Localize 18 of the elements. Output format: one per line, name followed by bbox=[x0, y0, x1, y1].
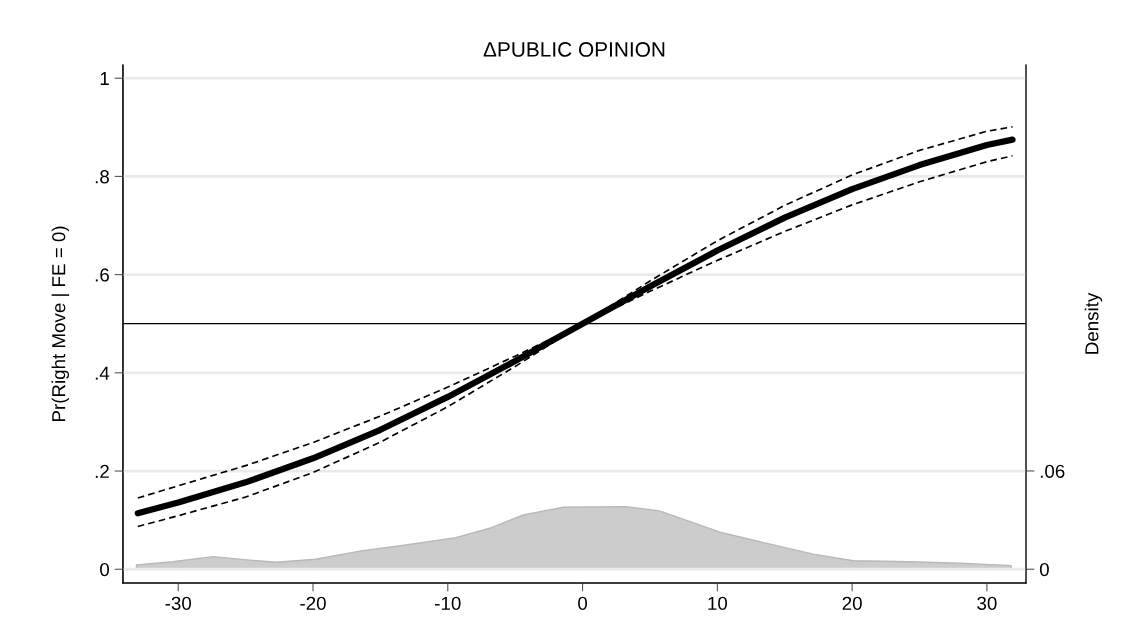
x-tick-label: 10 bbox=[708, 596, 728, 610]
y-tick-label: .2 bbox=[95, 464, 109, 478]
y-tick-label: .6 bbox=[95, 268, 109, 282]
y-tick-label: .4 bbox=[95, 366, 110, 380]
y2-tick-label: 0 bbox=[1039, 562, 1049, 577]
y-axis-title: Pr(Right Move | FE = 0) bbox=[51, 226, 70, 421]
x-tick-label: -10 bbox=[435, 596, 461, 610]
y-tick-label: .8 bbox=[95, 170, 109, 184]
y2-axis-title: Density bbox=[1084, 292, 1103, 354]
chart-title: ΔPUBLIC OPINION bbox=[483, 42, 665, 57]
x-tick-label: 30 bbox=[977, 596, 997, 610]
y-tick-label: 1 bbox=[100, 72, 109, 85]
x-tick-label: 20 bbox=[842, 596, 862, 610]
x-tick-label: -20 bbox=[300, 596, 326, 610]
x-tick-label: -30 bbox=[165, 596, 192, 610]
x-tick-label: 0 bbox=[578, 596, 588, 610]
y-tick-label: 0 bbox=[100, 562, 110, 577]
y2-tick-label: .06 bbox=[1040, 464, 1065, 478]
